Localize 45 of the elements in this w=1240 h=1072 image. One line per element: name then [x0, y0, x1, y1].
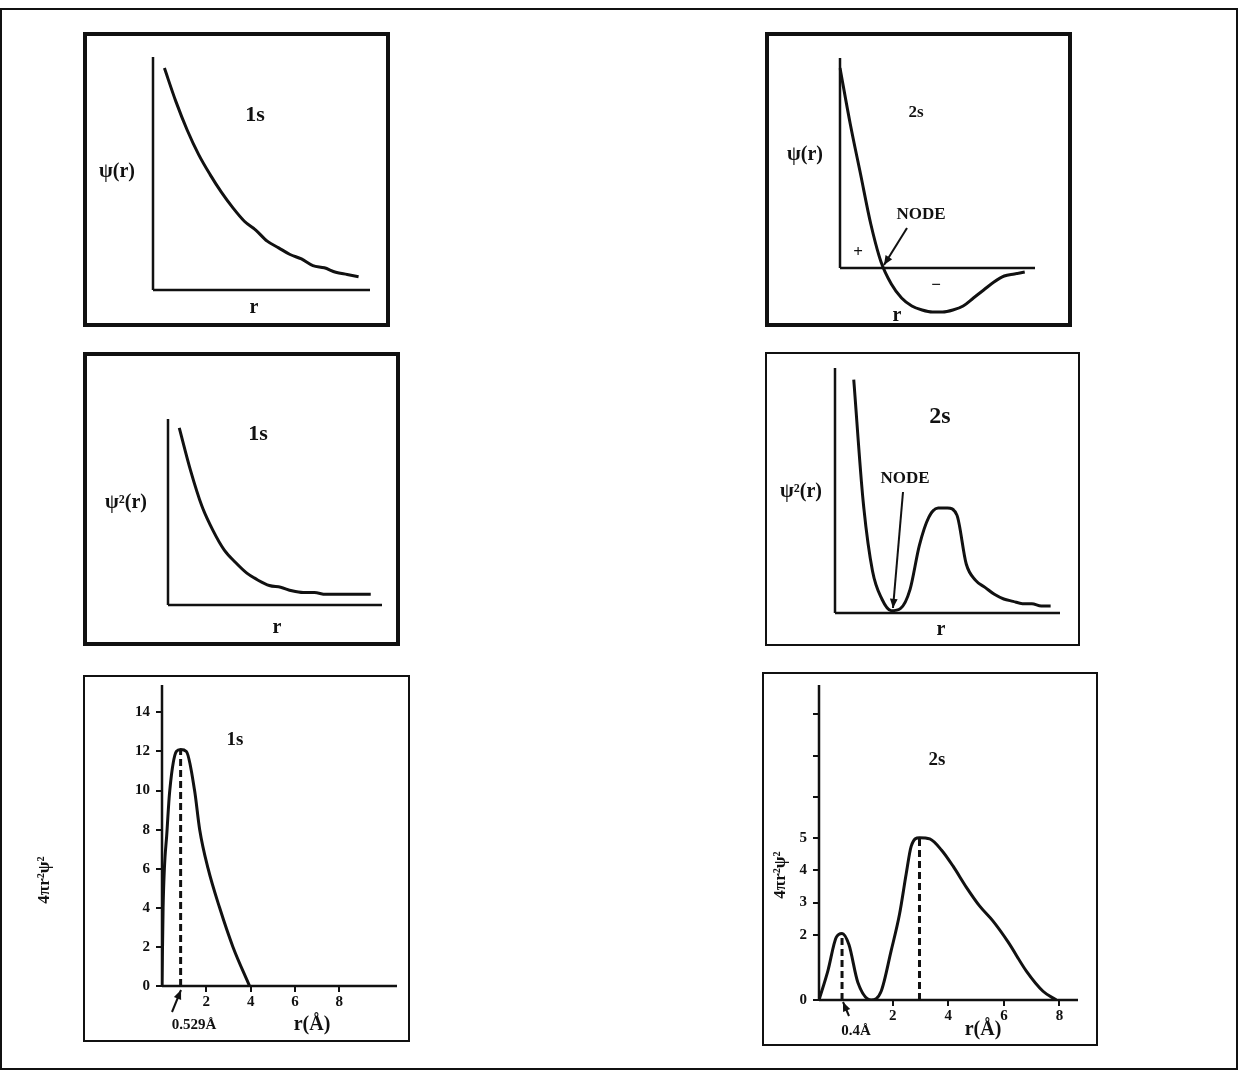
x-tick-label: 4 [246, 993, 255, 1010]
y-tick-label: 0 [142, 976, 150, 993]
x-tick-label: 4 [944, 1007, 953, 1024]
annotation: NODE [896, 204, 946, 224]
y-axis-title: ψ(r) [99, 159, 135, 183]
x-tick-label: 6 [291, 993, 300, 1010]
y-tick-label: 4 [142, 898, 151, 915]
y-tick-label: 14 [135, 703, 151, 720]
y-tick-label: 0 [799, 990, 807, 1007]
text: 2s [928, 747, 946, 769]
x-tick-label: 8 [335, 993, 344, 1010]
y-axis-title: 4πr²ψ² [34, 856, 54, 904]
text: 1s [226, 727, 244, 749]
x-tick-label: 2 [889, 1007, 897, 1024]
x-axis-title: r [892, 303, 902, 326]
chart-title: 1s [248, 419, 269, 445]
x-axis-title: r [272, 615, 282, 638]
y-tick-label: 12 [135, 742, 150, 759]
y-axis-title: ψ²(r) [105, 490, 147, 514]
annotation: + [853, 242, 863, 262]
y-tick-label: 10 [135, 781, 150, 798]
text: 2s [929, 402, 951, 429]
x-axis-title: r [249, 295, 259, 318]
text: 1s [245, 100, 266, 126]
y-axis-title: ψ(r) [787, 142, 823, 166]
legend-label: 0.4Å [841, 1021, 871, 1038]
y-tick-label: 8 [142, 820, 150, 837]
y-tick-label: 3 [799, 893, 807, 910]
y-axis-title: ψ²(r) [780, 479, 822, 503]
x-tick-label: 2 [202, 993, 211, 1010]
y-axis-title: 4πr²ψ² [770, 851, 790, 899]
annotation: − [931, 275, 941, 295]
y-tick-label: 6 [142, 859, 151, 876]
x-axis-title: r(Å) [293, 1012, 331, 1036]
x-tick-label: 8 [1055, 1007, 1064, 1024]
x-axis-title: r(Å) [964, 1017, 1002, 1041]
y-tick-label: 4 [799, 860, 808, 877]
x-tick-label: 6 [1000, 1007, 1009, 1024]
ref-line-label: 0.529Å [171, 1015, 217, 1032]
x-axis-title: r [936, 617, 946, 640]
y-tick-label: 5 [799, 828, 807, 845]
y-tick-label: 2 [799, 925, 807, 942]
text: 2s [908, 102, 924, 122]
annotation: NODE [880, 468, 930, 488]
y-tick-label: 2 [142, 937, 150, 954]
